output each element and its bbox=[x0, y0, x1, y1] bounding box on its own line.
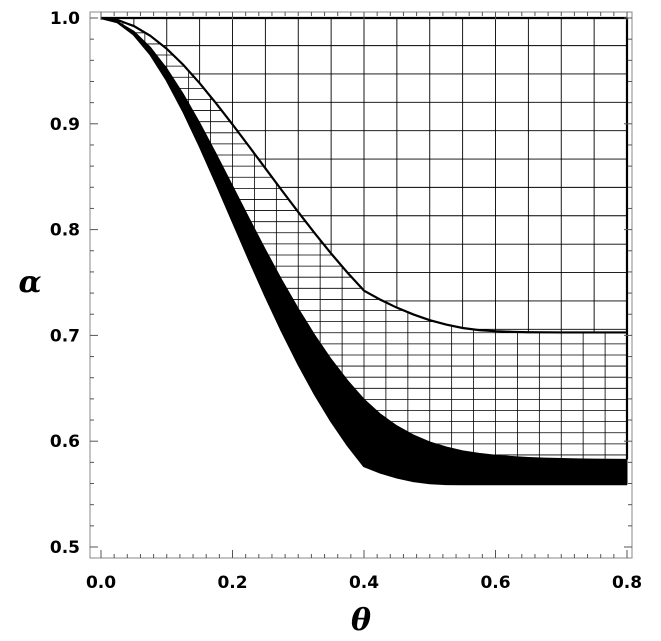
y-tick-label: 1.0 bbox=[50, 9, 80, 29]
x-axis-label: θ bbox=[351, 603, 371, 638]
y-axis-label: α bbox=[18, 265, 41, 300]
upper-region-hatch bbox=[101, 18, 627, 333]
y-tick-label: 0.9 bbox=[50, 115, 80, 135]
axis-ticks bbox=[90, 12, 632, 558]
x-tick-label: 0.6 bbox=[480, 573, 510, 593]
curves bbox=[100, 16, 629, 486]
x-tick-label: 0.8 bbox=[612, 573, 642, 593]
axis-tick-labels: 0.0 0.2 0.4 0.6 0.8 0.5 0.6 0.7 0.8 0.9 1.0 bbox=[50, 9, 642, 593]
y-tick-label: 0.7 bbox=[50, 326, 80, 346]
x-tick-label: 0.0 bbox=[86, 573, 116, 593]
y-tick-label: 0.8 bbox=[50, 221, 80, 241]
y-tick-label: 0.6 bbox=[50, 432, 80, 452]
x-tick-label: 0.2 bbox=[217, 573, 247, 593]
upper-curve bbox=[100, 16, 627, 334]
y-tick-label: 0.5 bbox=[50, 538, 80, 558]
x-tick-label: 0.4 bbox=[349, 573, 379, 593]
lower-outer-curve bbox=[100, 16, 627, 486]
plot-frame bbox=[89, 11, 633, 559]
